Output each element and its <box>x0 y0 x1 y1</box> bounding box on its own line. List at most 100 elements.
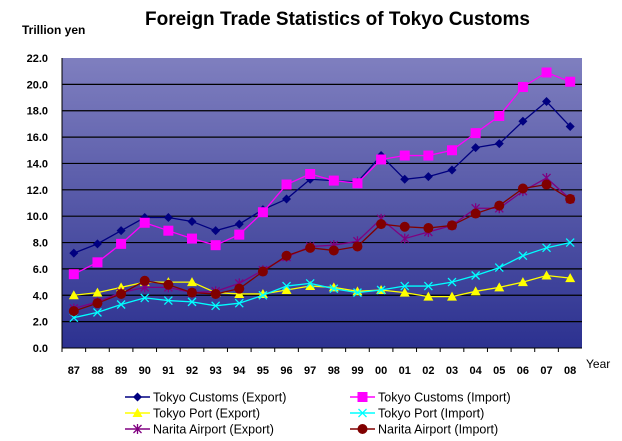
data-point <box>163 225 174 236</box>
data-point <box>187 233 197 244</box>
data-point <box>282 281 292 291</box>
x-tick-label: 88 <box>91 365 103 377</box>
data-point <box>423 150 434 161</box>
data-point <box>376 285 386 295</box>
data-point <box>234 298 244 308</box>
data-point <box>139 275 150 286</box>
data-point <box>423 223 434 234</box>
data-point <box>92 257 103 268</box>
chart-title: Foreign Trade Statistics of Tokyo Custom… <box>145 9 530 30</box>
x-tick-label: 90 <box>139 365 151 377</box>
data-point <box>352 241 363 252</box>
data-point <box>68 290 79 300</box>
star-icon <box>133 424 142 434</box>
series-line <box>73 241 571 319</box>
data-point <box>187 277 197 287</box>
data-point <box>423 172 433 182</box>
data-point <box>565 76 576 87</box>
data-point <box>68 269 79 280</box>
data-point <box>470 286 481 296</box>
data-point <box>92 298 103 309</box>
data-point <box>470 128 481 139</box>
data-point <box>281 179 292 190</box>
legend-item: Tokyo Port (Import) <box>350 407 484 421</box>
x-tick-label: 99 <box>351 365 363 377</box>
data-point <box>399 150 410 161</box>
x-icon <box>358 408 367 418</box>
data-point <box>211 226 221 236</box>
data-point <box>281 250 292 261</box>
data-point <box>116 238 127 249</box>
legend-item: Narita Airport (Import) <box>350 423 498 437</box>
data-point <box>447 145 457 156</box>
data-point <box>400 233 410 244</box>
series-line <box>73 100 571 254</box>
data-point <box>542 97 552 106</box>
data-point <box>565 238 575 248</box>
data-point <box>163 213 173 222</box>
data-point <box>234 283 245 294</box>
data-point <box>187 216 197 226</box>
x-tick-label: 94 <box>233 365 246 377</box>
data-point <box>470 208 481 219</box>
data-point <box>305 278 315 288</box>
data-point <box>92 287 103 297</box>
series-line <box>73 71 571 275</box>
data-point <box>399 287 410 297</box>
data-point <box>376 154 387 165</box>
y-tick-label: 10.0 <box>27 211 48 223</box>
x-tick-label: 00 <box>375 365 387 377</box>
data-point <box>423 291 434 301</box>
legend-label: Tokyo Port (Import) <box>378 407 484 421</box>
data-point <box>541 270 552 280</box>
data-point <box>400 281 410 291</box>
legend-label: Tokyo Customs (Export) <box>153 391 286 405</box>
data-point <box>399 221 410 232</box>
x-tick-label: 87 <box>68 365 80 377</box>
data-point <box>187 287 197 298</box>
x-tick-label: 96 <box>280 365 292 377</box>
data-point <box>257 207 268 218</box>
data-point <box>328 245 339 256</box>
data-point <box>542 243 552 253</box>
data-point <box>69 248 79 258</box>
data-point <box>257 266 268 277</box>
x-tick-label: 89 <box>115 365 127 377</box>
data-point <box>517 82 528 92</box>
series-tokyo-customs-import- <box>68 67 576 280</box>
data-point <box>400 174 410 184</box>
data-point <box>447 277 457 287</box>
data-point <box>494 263 504 273</box>
data-point <box>352 286 363 296</box>
legend-box <box>113 384 525 441</box>
data-point <box>92 239 102 249</box>
x-tick-label: 91 <box>162 365 174 377</box>
data-point <box>116 282 127 292</box>
data-point <box>565 273 576 283</box>
data-point <box>139 217 150 228</box>
legend-label: Narita Airport (Export) <box>153 423 274 437</box>
data-point <box>447 165 457 175</box>
data-point <box>328 175 339 186</box>
y-tick-label: 20.0 <box>27 79 48 91</box>
x-tick-label: 01 <box>399 365 411 377</box>
y-tick-label: 16.0 <box>27 132 48 144</box>
y-tick-label: 4.0 <box>33 290 48 302</box>
data-point <box>541 179 552 190</box>
x-tick-label: 07 <box>540 365 552 377</box>
y-axis-label: Trillion yen <box>22 23 86 37</box>
data-point <box>352 178 363 189</box>
square-icon <box>357 392 368 402</box>
data-point <box>423 281 433 291</box>
y-tick-label: 6.0 <box>33 264 48 276</box>
x-tick-label: 98 <box>328 365 340 377</box>
data-point <box>517 277 528 287</box>
x-axis-label: Year <box>586 357 611 371</box>
data-point <box>517 183 528 194</box>
data-point <box>258 290 268 300</box>
series-tokyo-port-import- <box>69 238 575 323</box>
data-point <box>140 293 150 303</box>
y-tick-label: 2.0 <box>33 317 48 329</box>
data-point <box>282 194 292 204</box>
